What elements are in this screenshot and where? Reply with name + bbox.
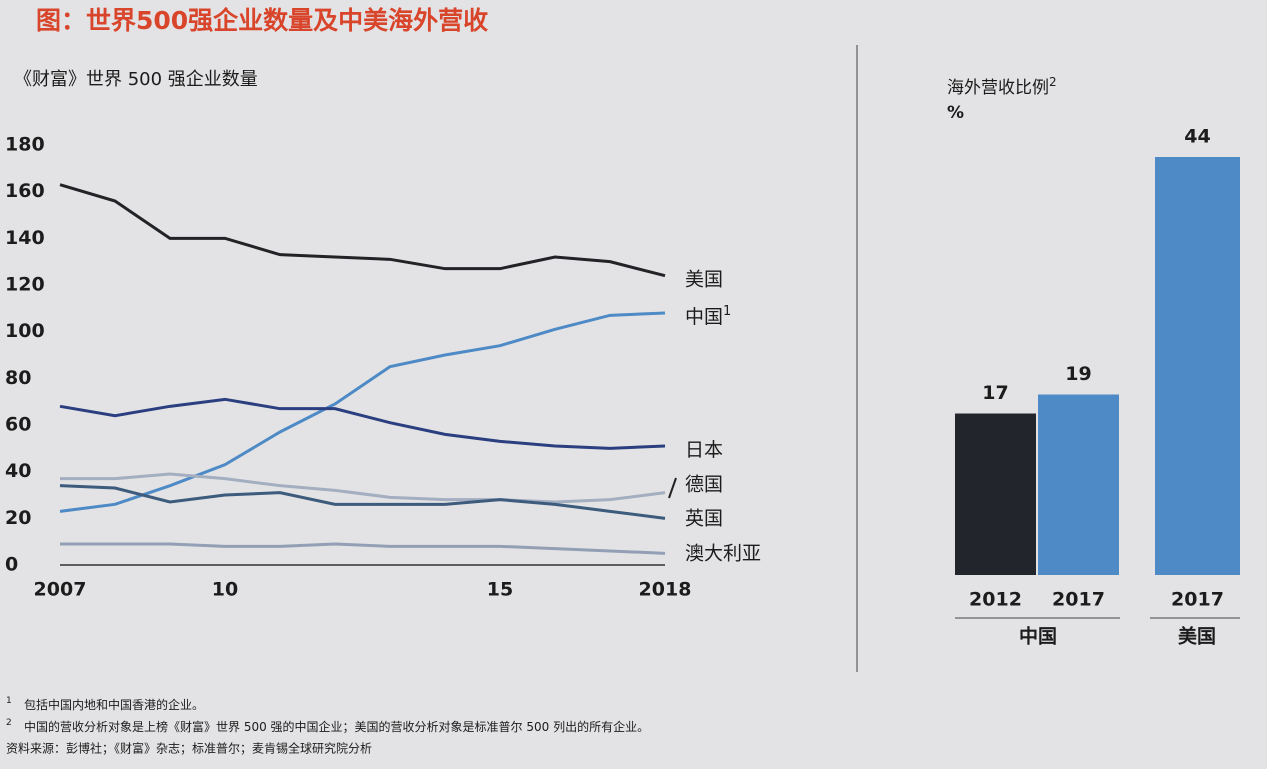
series-label: 中国1 [685,304,731,328]
bar [1155,157,1240,575]
x-tick-label: 2018 [639,579,692,601]
series-label: 英国 [685,507,723,529]
value-label: 19 [1065,363,1091,385]
y-tick-label: 0 [5,554,18,576]
series-name: 日本 [685,439,723,461]
series-line [59,183,666,278]
y-tick-label: 60 [5,414,31,436]
unit: % [947,103,964,123]
bar [955,413,1036,575]
series-name: 中国 [685,306,723,328]
value-label: 44 [1184,126,1210,148]
x-tick-label: 2012 [969,589,1022,611]
series-label: 日本 [685,439,723,461]
y-tick-label: 80 [5,367,31,389]
footnote-text: 中国的营收分析对象是上榜《财富》世界 500 强的中国企业；美国的营收分析对象是… [24,719,649,734]
x-tick-label: 10 [212,579,238,601]
series-line [59,397,666,450]
y-tick-label: 40 [5,460,31,482]
y-tick-label: 180 [5,134,45,156]
footnote-mark: 2 [6,718,12,728]
series-name: 美国 [685,268,723,290]
footnote: 2 中国的营收分析对象是上榜《财富》世界 500 强的中国企业；美国的营收分析对象… [6,718,649,734]
x-tick-label: 2017 [1052,589,1105,611]
x-tick-label: 15 [487,579,513,601]
group-label: 美国 [1178,625,1216,648]
series-label: 美国 [685,268,723,290]
y-tick-label: 120 [5,274,45,296]
leader [668,477,677,499]
value-label: 17 [982,382,1008,404]
x-tick-label: 2017 [1171,589,1224,611]
title-text: 海外营收比例 [947,78,1049,98]
x-tick-label: 2007 [34,579,87,601]
y-tick-label: 100 [5,320,45,342]
series-line [60,472,666,504]
series-name: 德国 [685,473,723,495]
y-tick-label: 160 [5,180,45,202]
chart-title: 海外营收比例2 [947,75,1057,99]
y-tick-label: 140 [5,227,45,249]
series-name: 英国 [685,507,723,529]
series-sup: 1 [723,304,731,319]
series-label: 德国 [685,473,723,495]
source: 资料来源：彭博社；《财富》杂志；标准普尔；麦肯锡全球研究院分析 [6,741,372,756]
title-sup: 2 [1049,75,1057,89]
group-label: 中国 [1019,625,1057,648]
page-title: 图：世界500强企业数量及中美海外营收 [36,6,488,35]
series-line [59,484,666,520]
footnote-mark: 1 [6,696,12,706]
footnote-text: 包括中国内地和中国香港的企业。 [24,697,204,712]
series-line [59,311,666,513]
y-tick-label: 20 [5,507,31,529]
footnote: 1 包括中国内地和中国香港的企业。 [6,696,204,712]
chart-title: 《财富》世界 500 强企业数量 [14,69,258,90]
series-label: 澳大利亚 [685,542,761,564]
series-line [60,542,666,555]
series-name: 澳大利亚 [685,542,761,564]
bar [1038,394,1119,575]
